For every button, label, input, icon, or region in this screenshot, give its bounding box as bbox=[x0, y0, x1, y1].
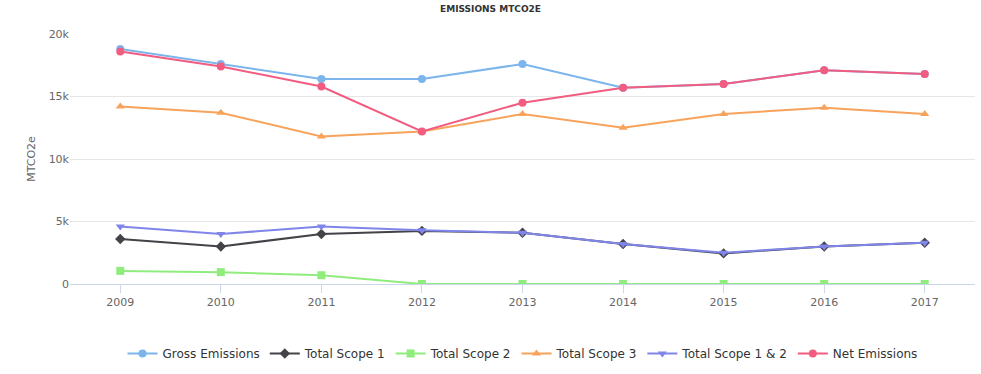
svg-text:2013: 2013 bbox=[509, 296, 537, 309]
svg-text:2014: 2014 bbox=[609, 296, 637, 309]
svg-text:Net Emissions: Net Emissions bbox=[833, 347, 918, 361]
svg-text:2010: 2010 bbox=[207, 296, 235, 309]
svg-text:EMISSIONS MTCO2E: EMISSIONS MTCO2E bbox=[440, 4, 541, 14]
svg-text:Total Scope 2: Total Scope 2 bbox=[430, 347, 511, 361]
svg-text:2011: 2011 bbox=[307, 296, 335, 309]
svg-text:Total Scope 3: Total Scope 3 bbox=[556, 347, 637, 361]
svg-text:2012: 2012 bbox=[408, 296, 436, 309]
svg-text:20k: 20k bbox=[49, 28, 70, 41]
svg-text:2016: 2016 bbox=[810, 296, 838, 309]
svg-text:15k: 15k bbox=[49, 90, 70, 103]
svg-text:0: 0 bbox=[62, 278, 69, 291]
svg-text:2017: 2017 bbox=[911, 296, 939, 309]
svg-text:2015: 2015 bbox=[710, 296, 738, 309]
svg-text:10k: 10k bbox=[49, 153, 70, 166]
svg-text:5k: 5k bbox=[56, 215, 70, 228]
svg-text:Gross Emissions: Gross Emissions bbox=[163, 347, 260, 361]
svg-text:2009: 2009 bbox=[106, 296, 134, 309]
svg-text:MTCO2e: MTCO2e bbox=[25, 136, 38, 182]
svg-text:Total Scope 1 & 2: Total Scope 1 & 2 bbox=[681, 347, 786, 361]
svg-text:Total Scope 1: Total Scope 1 bbox=[304, 347, 385, 361]
